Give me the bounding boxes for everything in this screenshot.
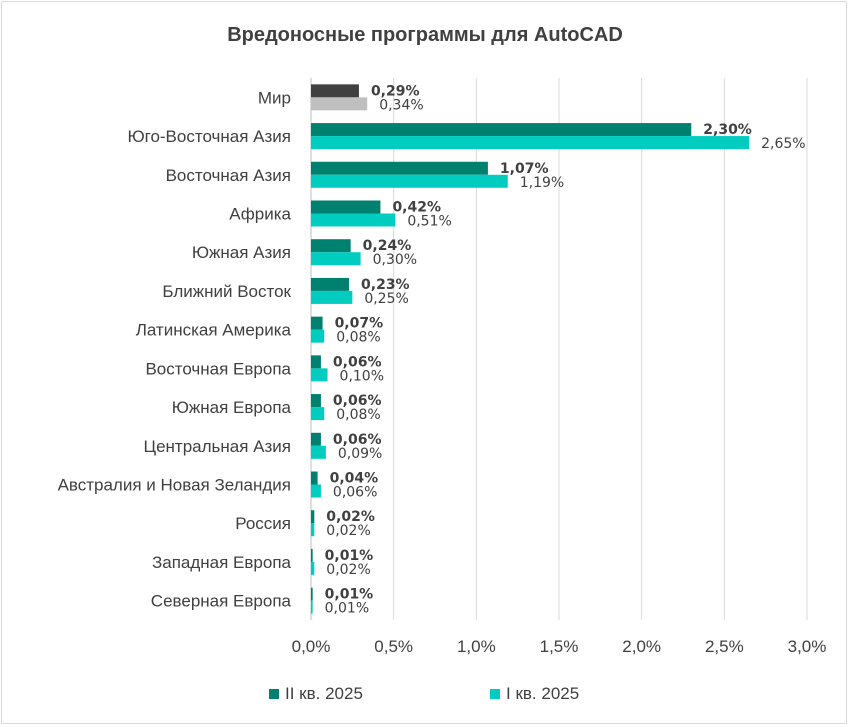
data-label-q1-2025: 0,06% <box>333 485 377 501</box>
data-label-q1-2025: 0,01% <box>325 601 369 617</box>
bars <box>311 84 750 614</box>
data-label-q2-2025: 0,01% <box>325 587 374 603</box>
category-label: Западная Европа <box>152 553 292 572</box>
category-label: Северная Европа <box>151 592 292 611</box>
data-label-q2-2025: 0,04% <box>330 471 379 487</box>
legend-item-q1: I кв. 2025 <box>490 684 579 704</box>
bar-q2-2025 <box>311 432 321 446</box>
x-axis-tick-labels: 0,0% 0,5% 1,0% 1,5% 2,0% 2,5% 3,0% <box>292 637 827 656</box>
category-label: Восточная Европа <box>145 359 291 378</box>
bar-q1-2025 <box>311 213 396 227</box>
legend-swatch-q2 <box>269 689 279 699</box>
category-label: Африка <box>229 205 291 224</box>
legend-item-q2: II кв. 2025 <box>269 684 363 704</box>
x-tick-label: 1,0% <box>457 637 496 656</box>
data-label-q1-2025: 0,30% <box>373 252 417 268</box>
gridlines <box>310 78 808 620</box>
value-labels: 0,29%0,34% 2,30% 2,65% 1,07%1,19% 0,42%0,51%… <box>325 83 806 616</box>
bar-q2-2025 <box>311 548 313 562</box>
category-label: Россия <box>235 514 291 533</box>
x-tick-label: 0,0% <box>292 637 331 656</box>
bar-q1-2025 <box>311 136 750 150</box>
legend-label-q1: I кв. 2025 <box>506 684 580 703</box>
bar-q1-2025 <box>311 97 368 111</box>
bar-q1-2025 <box>311 368 328 382</box>
data-label-q1-2025: 0,51% <box>407 214 451 230</box>
legend-label-q2: II кв. 2025 <box>285 684 363 703</box>
x-tick-label: 1,5% <box>540 637 579 656</box>
legend: II кв. 2025 I кв. 2025 <box>0 684 850 708</box>
data-label-q1-2025: 0,10% <box>340 368 384 384</box>
bar-q1-2025 <box>311 407 325 421</box>
data-label-q1-2025: 1,19% <box>520 175 564 191</box>
data-label-q2-2025: 0,06% <box>333 393 382 409</box>
data-label-q1-2025: 0,25% <box>364 291 408 307</box>
data-label-q2-2025: 0,07% <box>335 316 384 332</box>
bar-q1-2025 <box>311 252 361 266</box>
bar-q1-2025 <box>311 561 315 575</box>
data-label-q1-2025: 0,02% <box>326 523 370 539</box>
bar-q1-2025 <box>311 174 508 188</box>
data-label-q2-2025: 2,30% <box>703 122 752 138</box>
bar-q2-2025 <box>311 161 488 175</box>
data-label-q2-2025: 0,06% <box>333 432 382 448</box>
category-label: Юго-Восточная Азия <box>127 127 291 146</box>
bar-q1-2025 <box>311 290 353 304</box>
data-label-q2-2025: 0,01% <box>325 548 374 564</box>
x-tick-label: 2,5% <box>705 637 744 656</box>
category-label: Ближний Восток <box>162 282 291 301</box>
x-tick-label: 0,5% <box>374 637 413 656</box>
data-label-q2-2025: 0,02% <box>326 509 375 525</box>
data-label-q1-2025: 0,02% <box>326 562 370 578</box>
category-label: Южная Азия <box>192 243 291 262</box>
data-label-q1-2025: 0,09% <box>338 446 382 462</box>
data-label-q1-2025: 0,08% <box>336 407 380 423</box>
category-label: Центральная Азия <box>144 437 292 456</box>
category-label: Южная Европа <box>172 398 292 417</box>
category-labels: Мир Юго-Восточная Азия Восточная Азия Африк… <box>58 88 292 610</box>
bar-q2-2025 <box>311 510 315 524</box>
category-label: Мир <box>258 88 291 107</box>
bar-q1-2025 <box>311 329 325 343</box>
category-label: Восточная Азия <box>166 166 291 185</box>
bar-q1-2025 <box>311 484 321 498</box>
bar-q1-2025 <box>311 523 315 537</box>
data-label-q1-2025: 2,65% <box>761 136 805 152</box>
bar-q2-2025 <box>311 277 350 291</box>
legend-swatch-q1 <box>490 689 500 699</box>
bar-q2-2025 <box>311 123 692 137</box>
bar-q2-2025 <box>311 587 313 601</box>
data-label-q2-2025: 0,42% <box>392 200 441 216</box>
data-label-q2-2025: 0,29% <box>371 83 420 99</box>
x-tick-label: 3,0% <box>788 637 827 656</box>
bar-q2-2025 <box>311 394 321 408</box>
category-label: Австралия и Новая Зеландия <box>58 476 291 495</box>
data-label-q2-2025: 0,24% <box>363 238 412 254</box>
bar-q2-2025 <box>311 471 318 485</box>
bar-q2-2025 <box>311 316 323 330</box>
bar-q2-2025 <box>311 239 351 253</box>
data-label-q1-2025: 0,34% <box>379 97 423 113</box>
bar-q1-2025 <box>311 445 326 459</box>
data-label-q2-2025: 0,06% <box>333 354 382 370</box>
data-label-q2-2025: 1,07% <box>500 161 549 177</box>
chart-title: Вредоносные программы для AutoCAD <box>227 24 623 46</box>
bar-q2-2025 <box>311 200 381 214</box>
x-tick-label: 2,0% <box>622 637 661 656</box>
data-label-q2-2025: 0,23% <box>361 277 410 293</box>
data-label-q1-2025: 0,08% <box>336 330 380 346</box>
bar-q1-2025 <box>311 600 313 614</box>
category-label: Латинская Америка <box>136 321 292 340</box>
bar-q2-2025 <box>311 84 359 98</box>
bar-q2-2025 <box>311 355 321 369</box>
